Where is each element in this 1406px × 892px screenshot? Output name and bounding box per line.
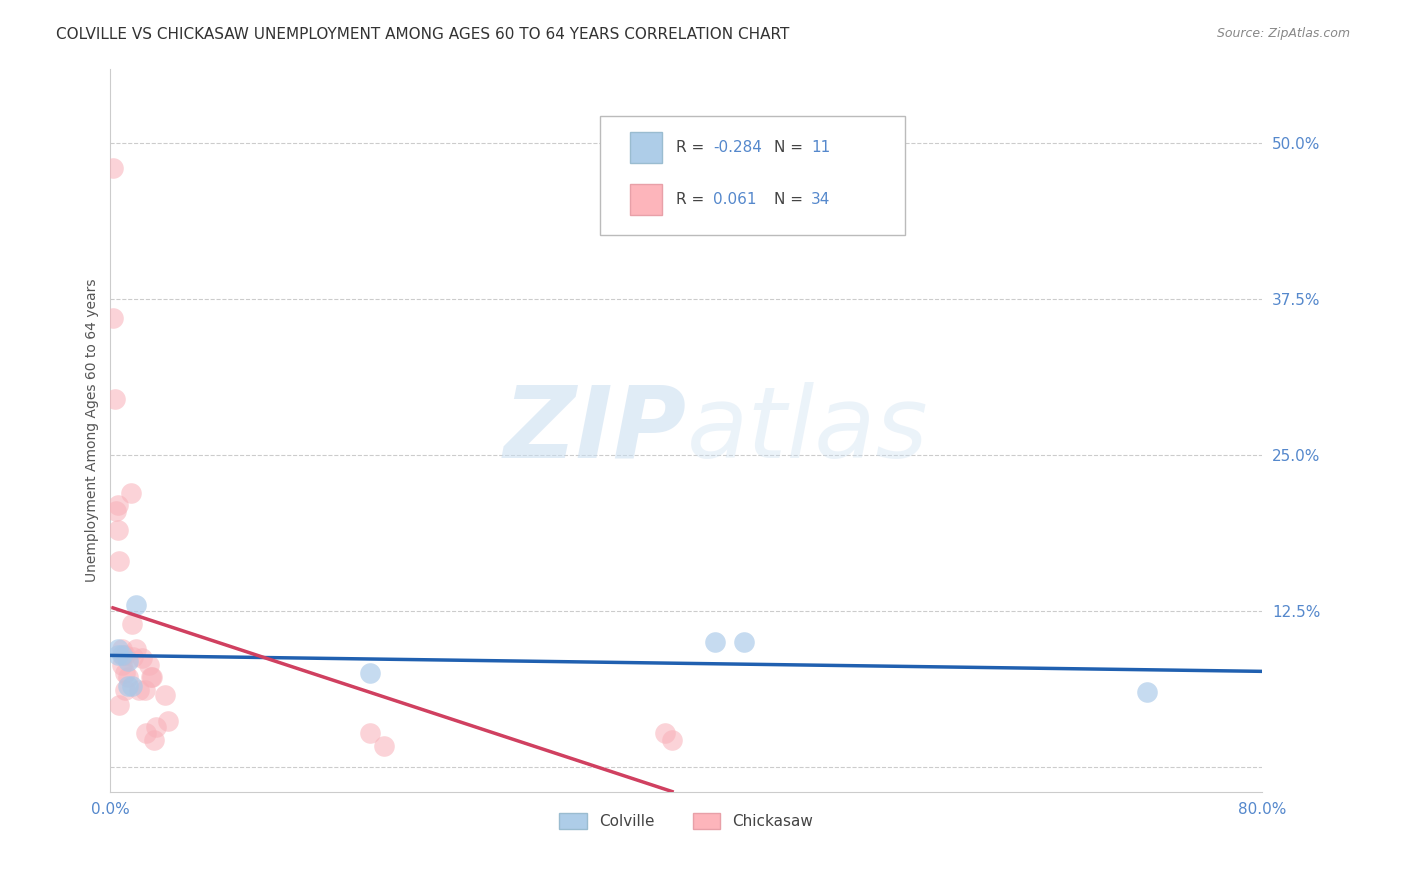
Point (125, 598, 148, 612)
Text: -0.284: -0.284 (713, 140, 762, 155)
Point (125, 641, 148, 656)
Point (111, 648, 134, 662)
Point (359, 726, 381, 740)
Point (135, 726, 157, 740)
Point (117, 654, 139, 668)
Point (114, 648, 136, 662)
Point (134, 682, 156, 697)
Point (114, 666, 136, 681)
Text: COLVILLE VS CHICKASAW UNEMPLOYMENT AMONG AGES 60 TO 64 YEARS CORRELATION CHART: COLVILLE VS CHICKASAW UNEMPLOYMENT AMONG… (56, 27, 790, 42)
Bar (630, 185, 662, 215)
Text: R =: R = (676, 140, 709, 155)
Point (359, 666, 381, 681)
Point (141, 670, 163, 684)
Point (114, 682, 136, 697)
Text: atlas: atlas (686, 382, 928, 479)
Point (139, 670, 162, 684)
Point (661, 732, 683, 747)
Point (120, 485, 142, 500)
Point (142, 732, 165, 747)
Y-axis label: Unemployment Among Ages 60 to 64 years: Unemployment Among Ages 60 to 64 years (86, 278, 100, 582)
Point (117, 670, 139, 684)
Point (128, 682, 150, 697)
Point (1136, 685, 1159, 699)
Point (733, 635, 755, 649)
Legend: Colville, Chickasaw: Colville, Chickasaw (554, 806, 820, 835)
Point (112, 648, 135, 662)
Point (104, 392, 127, 406)
Point (654, 726, 676, 740)
Point (704, 635, 727, 649)
Text: N =: N = (773, 192, 808, 207)
Text: 34: 34 (811, 192, 830, 207)
Text: ZIP: ZIP (503, 382, 686, 479)
Point (108, 698, 131, 712)
Point (111, 657, 134, 672)
Text: N =: N = (773, 140, 808, 155)
Point (145, 720, 167, 734)
Point (138, 657, 160, 672)
Point (121, 679, 143, 693)
FancyBboxPatch shape (600, 116, 905, 235)
Point (105, 504, 128, 518)
Text: 11: 11 (811, 140, 830, 155)
Text: Source: ZipAtlas.com: Source: ZipAtlas.com (1216, 27, 1350, 40)
Point (107, 498, 129, 512)
Point (103, 161, 125, 176)
Point (122, 650, 145, 665)
Point (153, 688, 176, 702)
Point (107, 648, 129, 662)
Point (131, 651, 153, 665)
Point (107, 523, 129, 537)
Point (156, 714, 179, 728)
Bar (630, 132, 662, 162)
Point (121, 616, 143, 631)
Point (108, 554, 131, 568)
Point (103, 310, 125, 325)
Point (117, 679, 139, 693)
Point (111, 641, 134, 656)
Text: 0.061: 0.061 (713, 192, 756, 207)
Text: R =: R = (676, 192, 709, 207)
Point (373, 739, 395, 753)
Point (107, 641, 129, 656)
